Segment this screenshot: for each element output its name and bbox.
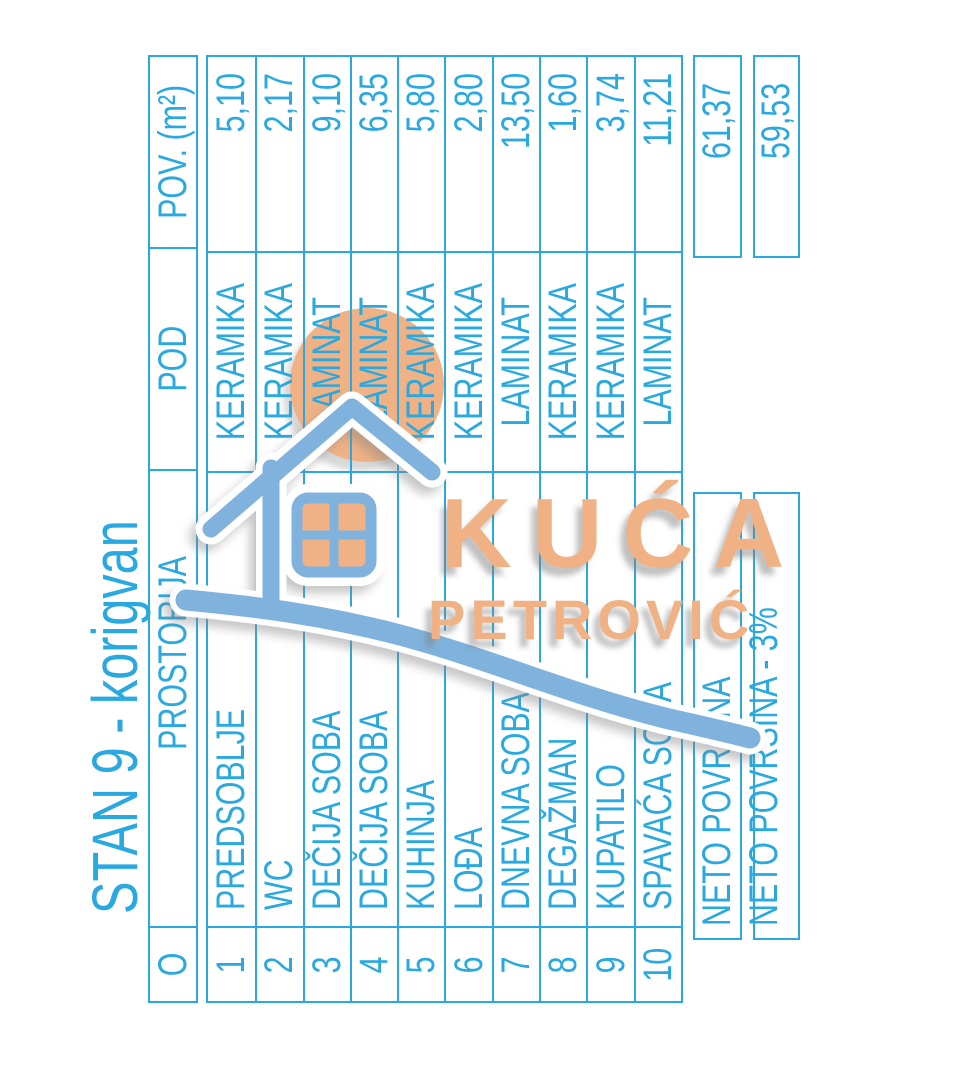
brand-kuca: KUĆA	[441, 478, 805, 588]
brand-petrovic: PETROVIĆ	[428, 588, 755, 651]
